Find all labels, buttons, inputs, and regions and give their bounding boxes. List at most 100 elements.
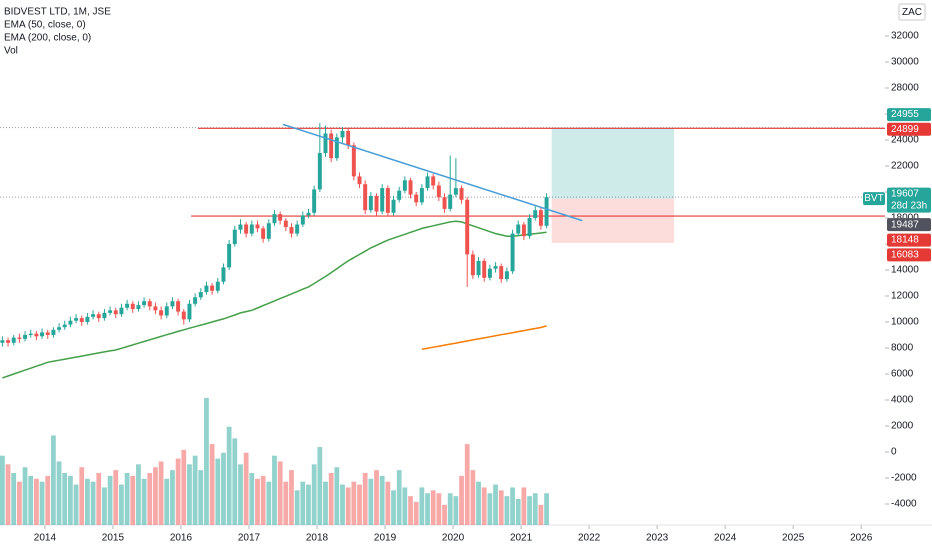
x-tick-label: 2014 (34, 533, 57, 544)
candle-body (397, 190, 402, 200)
x-tick-label: 2020 (442, 533, 465, 544)
y-tick-label: 24000 (891, 135, 919, 146)
candle-body (408, 180, 413, 195)
volume-bar (215, 458, 221, 525)
candle-body (113, 310, 118, 315)
volume-bar (334, 467, 340, 525)
candle-body (295, 224, 300, 234)
plot: 3200030000280002600024000220002000018000… (0, 31, 932, 544)
volume-bar (243, 452, 249, 525)
volume-bar (527, 496, 532, 525)
y-tick-label: 8000 (891, 343, 914, 354)
price-pill (887, 233, 931, 247)
price-pill (887, 122, 931, 136)
y-tick-label: -4000 (891, 499, 917, 510)
volume-bar (300, 481, 306, 525)
volume-bar (11, 473, 17, 525)
y-tick-label: 30000 (891, 57, 919, 68)
volume-bar (402, 487, 408, 525)
x-tick-label: 2016 (170, 533, 193, 544)
volume-bar (277, 461, 283, 525)
volume-bar (79, 467, 85, 525)
currency: ZAC (902, 7, 922, 18)
candle-body (119, 307, 124, 315)
candle-body (516, 224, 521, 234)
chart-title: BIDVEST LTD, 1M, JSE (4, 7, 111, 18)
candle-body (334, 137, 339, 159)
volume-bar (408, 496, 413, 525)
candle-body (153, 306, 158, 311)
price-pill (887, 108, 931, 122)
candle-body (357, 176, 362, 185)
volume-bar (436, 493, 442, 525)
volume-bar (385, 481, 391, 525)
volume-bar (323, 481, 328, 525)
candle-body (204, 285, 209, 293)
candle-body (527, 218, 532, 237)
volume-bar (34, 478, 39, 525)
volume-bar (464, 444, 470, 525)
volume-bar (170, 470, 175, 525)
volume-bar (62, 473, 68, 525)
x-tick-label: 2018 (306, 533, 329, 544)
candle-body (278, 214, 283, 221)
volume-bar (306, 484, 311, 525)
candle-body (147, 301, 152, 307)
candle-body (351, 145, 356, 177)
volume-bar (481, 487, 487, 525)
volume-bar (357, 484, 362, 525)
volume-bar (453, 496, 459, 525)
candle-body (68, 320, 73, 325)
volume-bar (107, 475, 113, 525)
legend-entry: EMA (50, close, 0) (4, 20, 86, 31)
x-tick-label: 2026 (850, 533, 873, 544)
currency-box[interactable] (898, 3, 926, 21)
candle-body (380, 188, 385, 212)
legend-entry: EMA (200, close, 0) (4, 33, 91, 44)
candle-body (45, 332, 50, 336)
volume-bar (425, 493, 430, 525)
volume-bar (158, 461, 164, 525)
candle-body (521, 224, 526, 237)
volume-bar (249, 473, 255, 525)
volume-bar (22, 467, 28, 525)
volume-bar (470, 470, 476, 525)
candle-body (510, 233, 515, 272)
candle-body (323, 133, 328, 153)
volume-bar (374, 470, 379, 525)
volume-bar (379, 475, 385, 525)
price-pill-label: 18148 (891, 235, 919, 246)
x-tick-label: 2022 (578, 533, 601, 544)
price-pill (887, 248, 931, 262)
volume-bar (198, 470, 204, 525)
candle-body (385, 188, 390, 213)
y-tick-label: 22000 (891, 161, 919, 172)
price-pill (887, 187, 931, 213)
volume-bar (413, 501, 419, 525)
ema-line (421, 325, 547, 351)
volume-bar (476, 481, 481, 525)
candle-body (306, 212, 311, 216)
candle-body (493, 266, 498, 269)
volume-bar (351, 481, 357, 525)
volume-bar (209, 444, 215, 525)
candle-body (533, 210, 538, 219)
candle-body (181, 311, 186, 320)
y-tick-label: 18000 (891, 213, 919, 224)
volume-bar (181, 449, 187, 525)
volume-bar (130, 475, 136, 525)
volume-bar (487, 493, 493, 525)
candle-body (215, 281, 220, 291)
volume-bar (430, 490, 436, 525)
candle-body (414, 194, 419, 203)
volume-bar (232, 438, 238, 525)
volume-bar (266, 481, 272, 525)
price-pill-label: 16083 (891, 250, 919, 261)
volume-bar (493, 484, 498, 525)
candle-body (227, 244, 232, 268)
volume-bar (187, 464, 192, 525)
candle-body (340, 130, 345, 138)
volume-bar (39, 481, 45, 525)
candle-body (476, 260, 481, 276)
candle-body (28, 333, 33, 336)
